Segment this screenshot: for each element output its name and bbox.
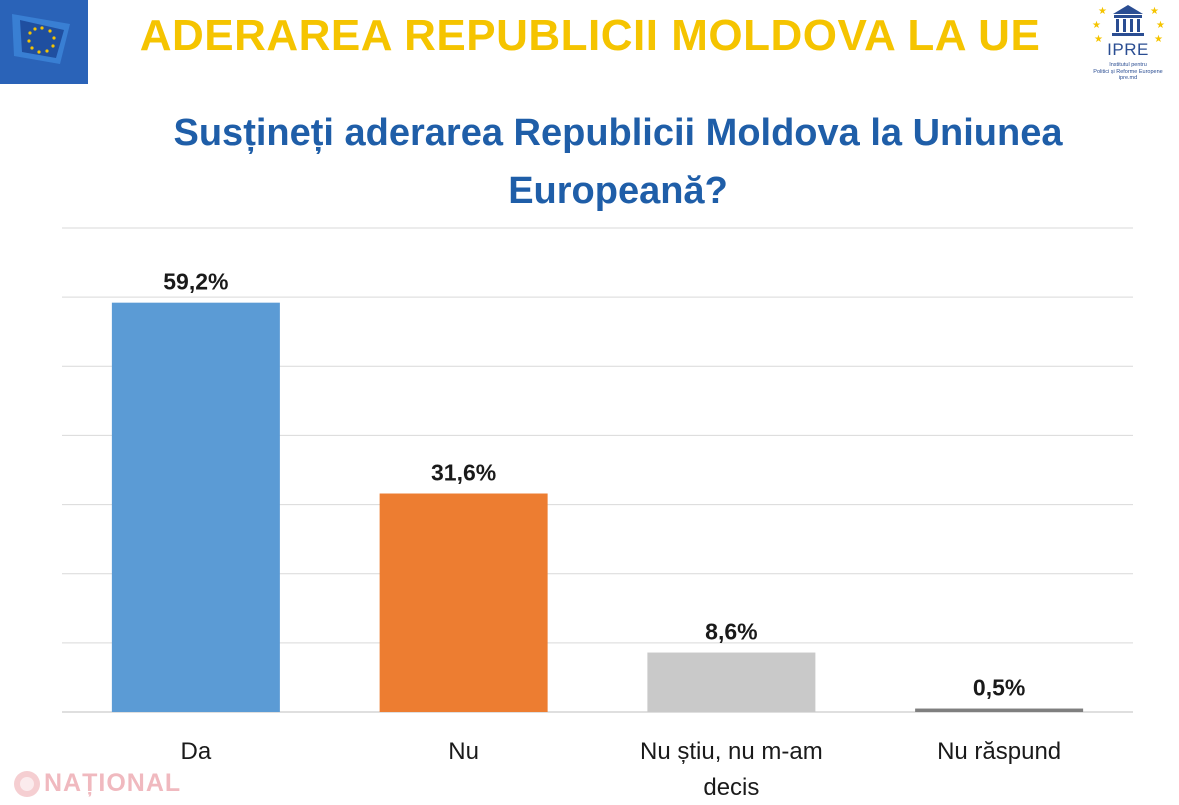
watermark-text: NAȚIONAL: [44, 769, 182, 797]
category-label-0: Da: [181, 738, 212, 765]
svg-text:★: ★: [1156, 20, 1165, 31]
svg-text:★: ★: [1094, 34, 1103, 45]
category-label-3: Nu răspund: [937, 738, 1061, 765]
ipre-subtitle-line3: ipre.md: [1118, 75, 1138, 81]
svg-text:★: ★: [1150, 6, 1159, 17]
bar-0: [111, 302, 280, 712]
eu-flag-badge: [0, 0, 88, 84]
category-label-2: Nu știu, nu m-am decis: [640, 738, 823, 801]
svg-text:★: ★: [1092, 20, 1101, 31]
bar-1: [379, 493, 548, 712]
national-logo-icon: [14, 771, 40, 797]
category-label-1: Nu: [448, 738, 479, 765]
ipre-logo-name: IPRE: [1107, 40, 1149, 59]
ipre-subtitle-line1: Institutul pentru: [1109, 62, 1147, 68]
data-label-3: 0,5%: [973, 675, 1025, 701]
eu-flag-icon: [12, 14, 70, 64]
bar-3: [915, 708, 1084, 712]
ipre-subtitle-line2: Politici și Reforme Europene: [1093, 68, 1163, 75]
data-label-2: 8,6%: [705, 619, 757, 645]
svg-text:★: ★: [1154, 34, 1163, 45]
ipre-logo-subtitle: Institutul pentru Politici și Reforme Eu…: [1080, 62, 1176, 82]
svg-text:★: ★: [1098, 6, 1107, 17]
data-label-1: 31,6%: [431, 460, 496, 486]
ipre-logo-icon: ★ ★ ★ ★ ★ ★: [1092, 5, 1165, 45]
chart-title: Susțineți aderarea Republicii Moldova la…: [173, 112, 1063, 212]
header-title: ADERAREA REPUBLICII MOLDOVA LA UE: [139, 11, 1041, 60]
bar-2: [647, 652, 816, 712]
data-label-0: 59,2%: [163, 269, 228, 295]
